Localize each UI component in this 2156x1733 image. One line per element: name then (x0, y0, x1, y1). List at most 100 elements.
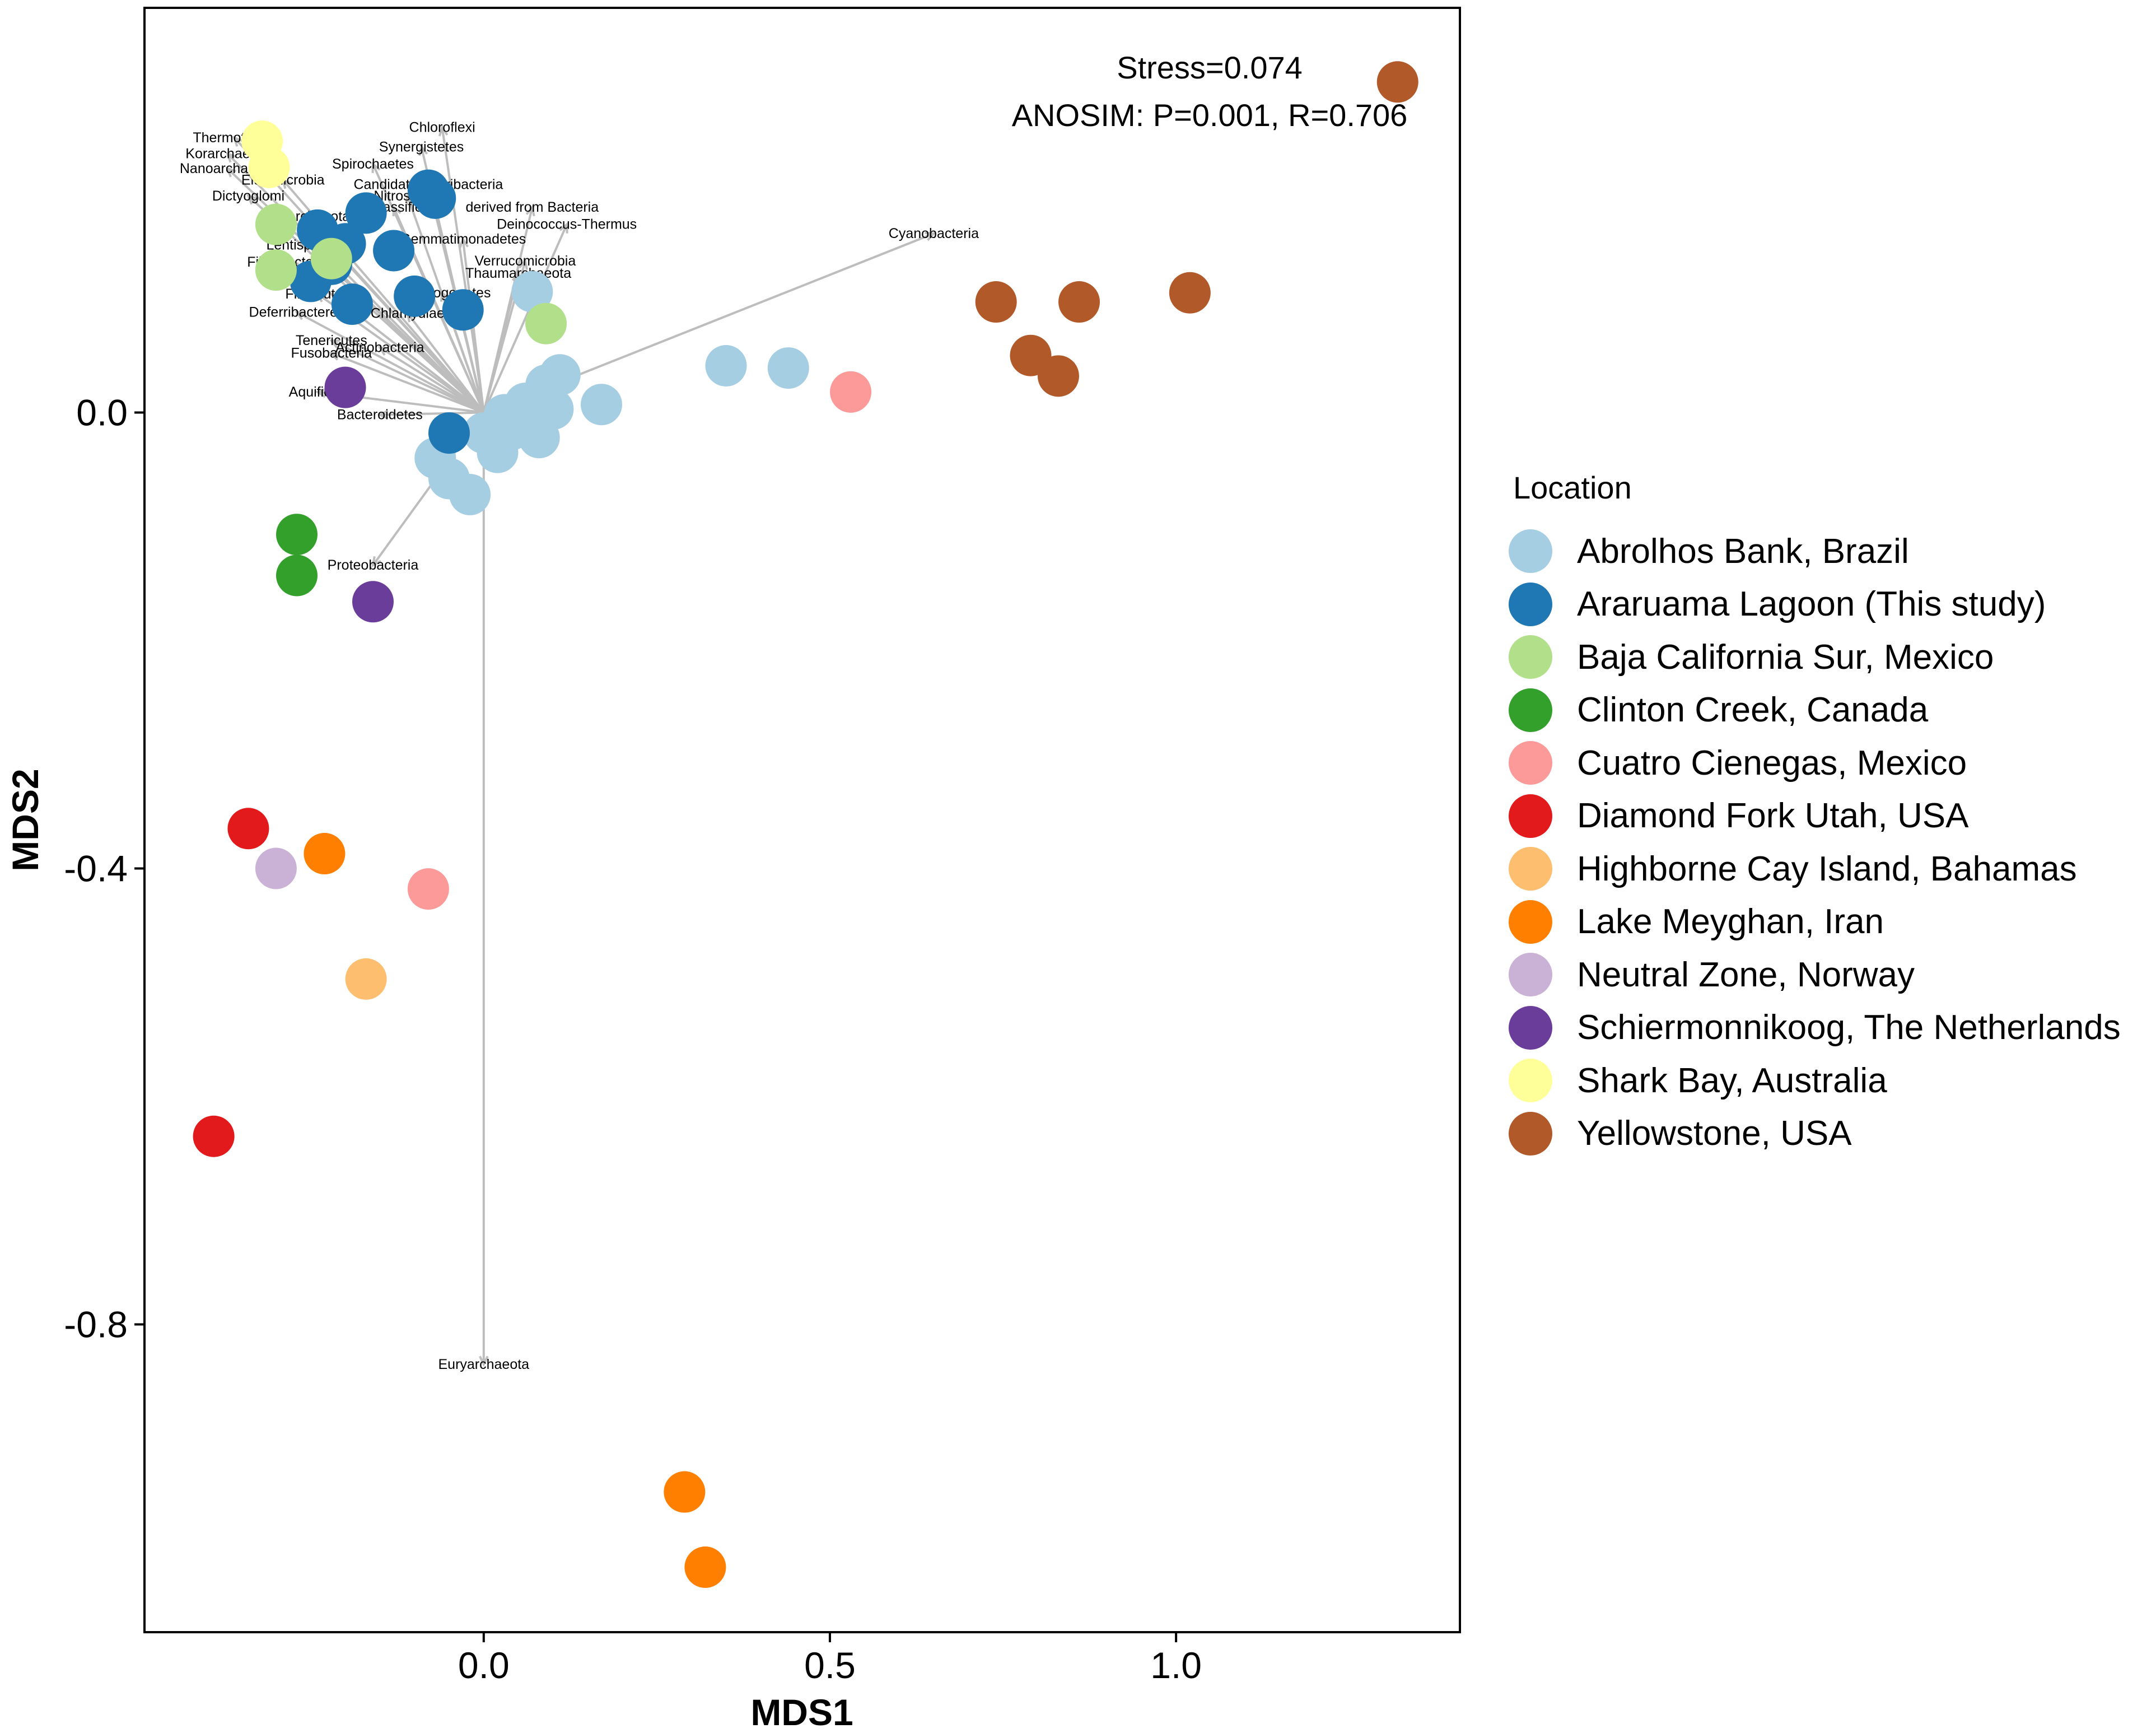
vector-arrowhead (246, 194, 258, 205)
legend-label: Neutral Zone, Norway (1577, 955, 1915, 994)
vector-arrowhead (226, 166, 237, 178)
vector-arrowhead (418, 144, 428, 156)
data-point (345, 958, 387, 1000)
vector-label: Dictyoglomi (212, 188, 284, 204)
data-point (304, 833, 346, 875)
vector-label: Fusobacteria (291, 346, 372, 361)
plot-border (143, 7, 1461, 1633)
data-point (518, 417, 560, 459)
vector-arrow (482, 223, 568, 413)
legend-item: Baja California Sur, Mexico (1506, 631, 2121, 684)
legend-item: Yellowstone, USA (1506, 1107, 2121, 1161)
legend-label: Araruama Lagoon (This study) (1577, 585, 2046, 624)
vector-arrowhead (438, 125, 449, 137)
x-tick-label: 1.0 (1150, 1645, 1202, 1686)
loading-vectors (226, 125, 936, 1367)
legend-item: Clinton Creek, Canada (1506, 684, 2121, 737)
legend-label: Yellowstone, USA (1577, 1114, 1852, 1153)
vector-arrow (296, 311, 484, 414)
data-point (407, 868, 449, 910)
data-points (193, 61, 1418, 1588)
legend-swatch (1509, 529, 1552, 574)
vector-arrowhead (479, 1355, 489, 1367)
vector-label: Synergistetes (379, 139, 464, 155)
vector-arrowhead (329, 339, 340, 348)
vector-label: Chloroflexi (409, 120, 475, 136)
vector-arrow (330, 339, 484, 414)
vector-label: Verrucomicrobia (475, 253, 576, 269)
y-tick-label: -0.8 (64, 1304, 128, 1345)
legend: Location Abrolhos Bank, Brazil Araruama L… (1506, 469, 2121, 1160)
vector-label: Deferribacteres (249, 304, 345, 320)
data-point (1037, 355, 1079, 397)
data-point (684, 1546, 726, 1588)
vector-arrow (441, 127, 485, 413)
legend-label: Clinton Creek, Canada (1577, 691, 1929, 730)
vector-arrow (407, 313, 485, 413)
data-point (580, 384, 622, 426)
legend-swatch (1509, 582, 1552, 626)
data-point (324, 366, 366, 408)
legend-item: Shark Bay, Australia (1506, 1054, 2121, 1107)
legend-label: Diamond Fork Utah, USA (1577, 796, 1969, 836)
legend-title: Location (1513, 470, 1632, 505)
data-point (975, 281, 1017, 323)
legend-swatch (1509, 847, 1552, 891)
y-tick-label: 0.0 (76, 392, 128, 433)
vector-arrow (379, 346, 484, 414)
legend-item: Lake Meyghan, Iran (1506, 896, 2121, 949)
vector-arrowhead (392, 204, 402, 217)
vector-arrowhead (377, 346, 389, 356)
vector-arrowhead (559, 222, 568, 234)
data-point (276, 514, 318, 556)
vector-label: Cyanobacteria (889, 226, 979, 241)
vector-arrow (380, 411, 484, 416)
y-tick-label: -0.4 (64, 847, 128, 889)
vector-arrowhead (440, 290, 450, 302)
data-point (310, 237, 352, 279)
data-point (248, 146, 290, 188)
data-point (511, 271, 553, 313)
vector-label: Proteobacteria (328, 557, 419, 573)
vector-label: Deinococcus-Thermus (497, 217, 637, 232)
data-point (373, 230, 415, 272)
legend-label: Schiermonnikoog, The Netherlands (1577, 1008, 2121, 1047)
legend-swatch (1509, 900, 1552, 944)
data-point (255, 847, 297, 889)
data-point (331, 283, 373, 325)
legend-swatch (1509, 794, 1552, 838)
vector-label: Actinobacteria (335, 339, 424, 355)
legend-label: Shark Bay, Australia (1577, 1061, 1887, 1100)
legend-label: Abrolhos Bank, Brazil (1577, 532, 1909, 571)
vector-arrowhead (315, 388, 326, 398)
data-point (830, 371, 872, 413)
legend-item: Schiermonnikoog, The Netherlands (1506, 1001, 2121, 1055)
data-point (255, 249, 297, 291)
vector-arrow (331, 352, 484, 414)
legend-item: Abrolhos Bank, Brazil (1506, 525, 2121, 578)
legend-item: Araruama Lagoon (This study) (1506, 578, 2121, 631)
vector-label: Gemmatimonadetes (400, 231, 526, 247)
vector-arrowhead (459, 236, 469, 248)
data-point (227, 808, 269, 850)
vector-arrowhead (525, 204, 535, 217)
vector-arrowhead (371, 161, 381, 173)
legend-item: Cuatro Cienegas, Mexico (1506, 737, 2121, 790)
legend-label: Lake Meyghan, Iran (1577, 902, 1884, 942)
vector-arrow (226, 153, 485, 413)
data-point (1169, 272, 1211, 314)
legend-label: Highborne Cay Island, Bahamas (1577, 849, 2077, 888)
data-point (276, 555, 318, 597)
data-point (664, 1471, 706, 1513)
legend-item: Diamond Fork Utah, USA (1506, 790, 2121, 843)
legend-swatch (1509, 1005, 1552, 1050)
data-point (449, 473, 491, 515)
data-point (352, 581, 394, 623)
data-point (1376, 61, 1418, 103)
x-tick-label: 0.5 (804, 1645, 856, 1686)
legend-label: Baja California Sur, Mexico (1577, 637, 1994, 677)
x-axis-title: MDS1 (750, 1692, 853, 1733)
data-point (428, 412, 470, 454)
data-point (1058, 281, 1100, 323)
y-axis-title: MDS2 (4, 768, 46, 871)
